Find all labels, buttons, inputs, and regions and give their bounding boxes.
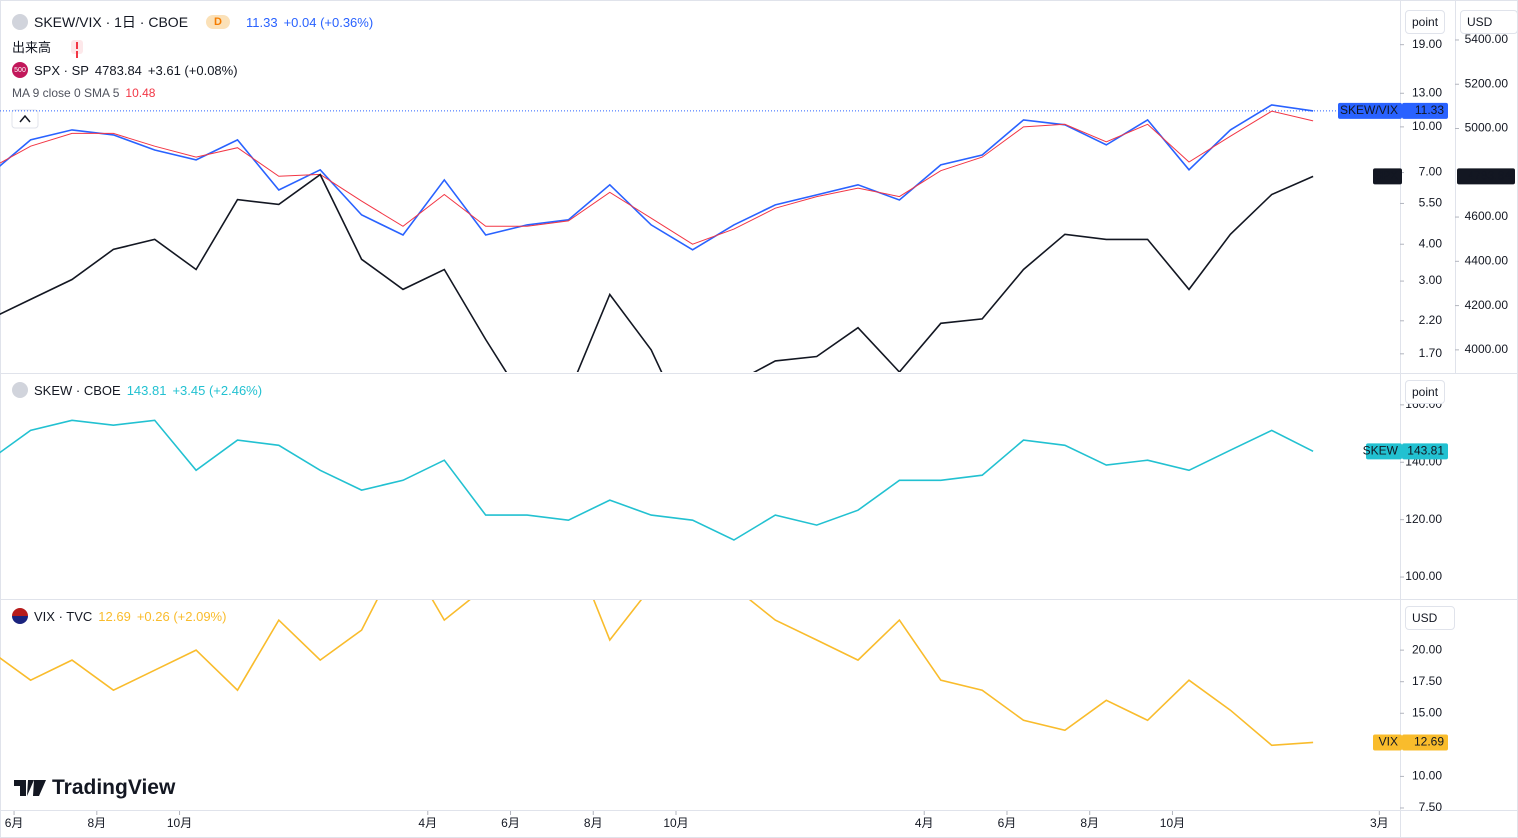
y-tick-label: 2.20 xyxy=(1419,313,1443,327)
series-name: SPX · SP xyxy=(34,62,89,78)
brand-name: TradingView xyxy=(52,776,176,799)
last-value: 11.33 xyxy=(245,14,278,30)
y2-tick-label: 5000.00 xyxy=(1465,121,1509,135)
currency-button[interactable]: USD xyxy=(1460,10,1518,34)
volume-legend: 出来高 xyxy=(12,37,84,56)
symbol-icon xyxy=(12,382,28,398)
price-value-tag xyxy=(1402,734,1448,751)
volume-label: 出来高 xyxy=(12,40,52,55)
price-value-tag xyxy=(1402,443,1448,460)
vix-legend: VIX · TVC 12.69 +0.26 (+2.09%) xyxy=(12,608,226,624)
spx-legend: 500 SPX · SP 4783.84 +3.61 (+0.08%) xyxy=(12,62,238,78)
price-tag xyxy=(1366,443,1402,460)
y-tick-label: 7.00 xyxy=(1419,165,1443,179)
y2-tick-label: 5200.00 xyxy=(1465,76,1509,90)
x-tick-label: 10月 xyxy=(1160,816,1185,830)
ma-legend: MA 9 close 0 SMA 5 10.48 xyxy=(12,86,155,100)
x-tick-label: 6月 xyxy=(998,816,1017,830)
price-tag xyxy=(1338,102,1402,119)
symbol-icon xyxy=(12,14,28,30)
y2-tick-label: 4400.00 xyxy=(1465,253,1509,267)
y-tick-label: 20.00 xyxy=(1412,642,1442,656)
series-line xyxy=(0,600,1314,747)
y-tick-label: 19.00 xyxy=(1412,37,1442,51)
price-tag-label: SPX xyxy=(1374,169,1398,183)
x-tick-label: 8月 xyxy=(87,816,106,830)
price-value-tag xyxy=(1457,168,1515,185)
x-tick-label: 8月 xyxy=(1080,816,1099,830)
price-value-tag xyxy=(1402,102,1448,119)
y-tick-label: 7.50 xyxy=(1419,800,1443,814)
price-value-label: 4783.84 xyxy=(1468,169,1512,183)
price-value-label: 143.81 xyxy=(1407,443,1444,457)
collapse-icon xyxy=(19,114,31,123)
y-tick-label: 17.50 xyxy=(1412,674,1442,688)
x-tick-label: 10月 xyxy=(663,816,688,830)
last-value: 12.69 xyxy=(98,608,131,624)
brand-logo xyxy=(14,780,46,796)
y-tick-label: 3.00 xyxy=(1419,273,1443,287)
y-tick-label: 10.00 xyxy=(1412,119,1442,133)
price-tag-label: SKEW/VIX xyxy=(1340,103,1398,117)
change: +0.04 (+0.36%) xyxy=(283,14,374,30)
series-line xyxy=(0,104,1314,251)
y2-tick-label: 4200.00 xyxy=(1465,298,1509,312)
y-tick-label: 1.70 xyxy=(1419,346,1443,360)
last-value: 143.81 xyxy=(126,382,167,398)
indicator-name: MA 9 close 0 SMA 5 xyxy=(12,86,120,100)
skew-legend: SKEW · CBOE 143.81 +3.45 (+2.46%) xyxy=(12,382,262,398)
x-tick-label: 6月 xyxy=(5,816,24,830)
scale-mode-button[interactable]: point xyxy=(1405,380,1446,404)
price-tag xyxy=(1373,168,1402,185)
y-tick-label: 13.00 xyxy=(1412,85,1442,99)
price-tag-label: SKEW xyxy=(1363,443,1399,457)
main-legend: SKEW/VIX · 1日 · CBOE D 11.33 +0.04 (+0.3… xyxy=(12,12,373,32)
warning-icon[interactable] xyxy=(71,39,84,54)
change: +0.26 (+2.09%) xyxy=(136,608,227,624)
collapse-button[interactable] xyxy=(11,109,39,129)
symbol-title: SKEW/VIX · 1日 · CBOE xyxy=(34,14,189,30)
x-tick-label: 3月 xyxy=(1370,816,1389,830)
change: +3.45 (+2.46%) xyxy=(172,382,263,398)
symbol-title: VIX · TVC xyxy=(34,608,93,624)
change: +3.61 (+0.08%) xyxy=(147,62,238,78)
y2-tick-label: 4600.00 xyxy=(1465,209,1509,223)
y2-tick-label: 5400.00 xyxy=(1465,32,1509,46)
y-tick-label: 120.00 xyxy=(1405,512,1442,526)
y-tick-label: 4.00 xyxy=(1419,236,1443,250)
y-tick-label: 15.00 xyxy=(1412,705,1442,719)
price-tag xyxy=(1373,734,1402,751)
y-tick-label: 5.50 xyxy=(1419,196,1443,210)
series-line xyxy=(0,173,1314,372)
price-tag-label: VIX xyxy=(1379,735,1398,749)
x-tick-label: 8月 xyxy=(584,816,603,830)
interval-badge[interactable]: D xyxy=(206,15,230,29)
price-value-label: 12.69 xyxy=(1414,735,1444,749)
y-tick-label: 100.00 xyxy=(1405,569,1442,583)
scale-mode-button[interactable]: point xyxy=(1405,10,1446,34)
brand: TradingView xyxy=(14,776,175,800)
x-tick-label: 10月 xyxy=(167,816,192,830)
indicator-value: 10.48 xyxy=(125,86,156,100)
flag-icon xyxy=(12,608,28,624)
series-line xyxy=(0,419,1314,541)
y2-tick-label: 4000.00 xyxy=(1465,342,1509,356)
price-value-label: 11.33 xyxy=(1415,103,1444,117)
spx-icon: 500 xyxy=(12,62,28,78)
last-value: 4783.84 xyxy=(94,62,142,78)
currency-button[interactable]: USD xyxy=(1405,606,1455,630)
x-tick-label: 4月 xyxy=(418,816,437,830)
x-tick-label: 4月 xyxy=(915,816,934,830)
series-line xyxy=(0,110,1314,245)
symbol-title: SKEW · CBOE xyxy=(34,382,121,398)
x-tick-label: 6月 xyxy=(501,816,520,830)
y-tick-label: 10.00 xyxy=(1412,769,1442,783)
